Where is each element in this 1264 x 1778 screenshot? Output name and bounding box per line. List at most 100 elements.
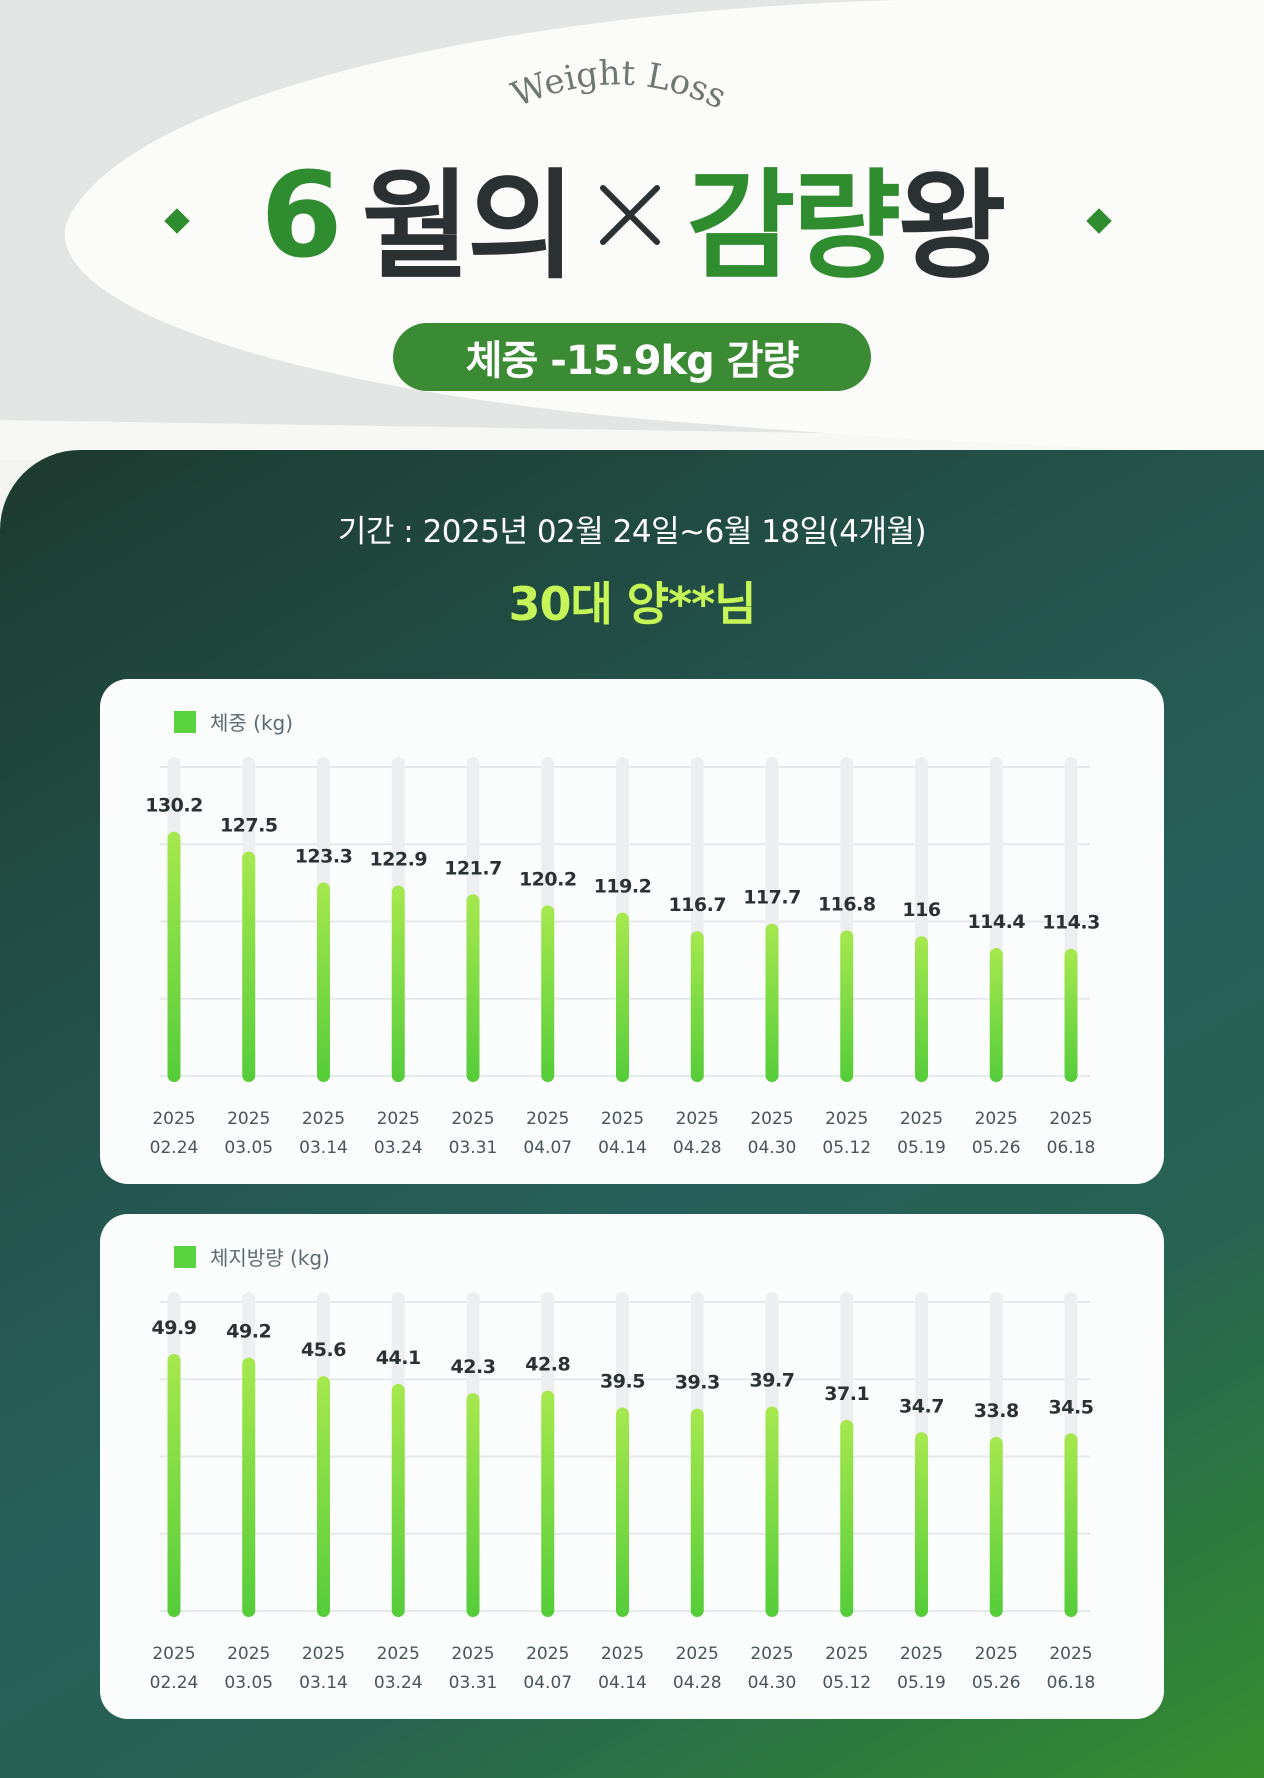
weight-chart-card: 체중 (kg) 130.2 2025 02.24 127.5 2025 03.05 123.… (100, 679, 1164, 1184)
x-tick-year: 2025 (526, 1109, 569, 1129)
x-tick-date: 04.28 (673, 1673, 722, 1693)
x-tick-year: 2025 (750, 1109, 793, 1129)
bar (690, 931, 704, 1082)
x-tick-year: 2025 (451, 1109, 494, 1129)
bar-value-label: 120.2 (519, 868, 577, 890)
bar (915, 936, 928, 1082)
bar (1064, 1433, 1078, 1617)
title-month-suffix: 월의 (361, 156, 576, 295)
x-tick-year: 2025 (302, 1644, 345, 1664)
title-times-icon (595, 180, 665, 250)
bar-value-label: 127.5 (220, 815, 278, 837)
x-tick-date: 05.19 (897, 1673, 946, 1693)
chart-legend: 체중 (kg) (174, 707, 293, 736)
x-tick-year: 2025 (1049, 1644, 1092, 1664)
bar (840, 1419, 854, 1617)
bar (242, 1357, 256, 1617)
bar (840, 930, 854, 1082)
bar-value-label: 121.7 (444, 857, 502, 879)
bar-value-label: 39.5 (600, 1371, 645, 1393)
x-tick-date: 06.18 (1047, 1673, 1096, 1693)
x-tick-date: 04.30 (748, 1673, 797, 1693)
period-text: 기간 : 2025년 02월 24일~6월 18일(4개월) (337, 514, 927, 550)
title-king-a: 감량 (686, 156, 901, 295)
bar-value-label: 116 (902, 899, 940, 921)
x-tick-date: 05.12 (822, 1673, 871, 1693)
bar (690, 1408, 704, 1617)
x-tick-date: 03.05 (224, 1138, 273, 1158)
bar-value-label: 39.3 (675, 1372, 720, 1394)
bar (466, 1393, 480, 1617)
legend-label: 체중 (kg) (210, 711, 294, 735)
bar (317, 1376, 330, 1617)
x-tick-year: 2025 (825, 1644, 868, 1664)
x-tick-year: 2025 (900, 1109, 943, 1129)
x-tick-date: 05.26 (972, 1673, 1021, 1693)
bar-value-label: 49.2 (226, 1321, 271, 1343)
x-tick-year: 2025 (377, 1644, 420, 1664)
body-fat-chart-card: 체지방량 (kg) 49.9 2025 02.24 49.2 2025 03.05 45.6… (100, 1214, 1164, 1719)
bar (317, 882, 330, 1082)
x-tick-date: 06.18 (1047, 1138, 1096, 1158)
title-king-b: 왕 (897, 156, 1007, 295)
x-tick-year: 2025 (227, 1109, 270, 1129)
x-tick-year: 2025 (676, 1644, 719, 1664)
bar-value-label: 122.9 (369, 848, 427, 870)
bar-value-label: 33.8 (974, 1400, 1019, 1422)
x-tick-date: 03.14 (299, 1138, 348, 1158)
result-panel: 기간 : 2025년 02월 24일~6월 18일(4개월) 30대 양**님 … (0, 450, 1264, 1778)
x-tick-date: 02.24 (150, 1673, 199, 1693)
bar-value-label: 117.7 (743, 887, 801, 909)
x-tick-date: 05.19 (897, 1138, 946, 1158)
bar-value-label: 34.5 (1049, 1396, 1094, 1418)
bar-value-label: 44.1 (376, 1347, 421, 1369)
bar (466, 894, 480, 1082)
bar (167, 831, 181, 1082)
bar-value-label: 114.4 (967, 911, 1025, 933)
x-tick-date: 05.12 (822, 1138, 871, 1158)
bar (915, 1432, 928, 1617)
x-tick-year: 2025 (750, 1644, 793, 1664)
x-tick-year: 2025 (601, 1644, 644, 1664)
result-badge: 체중 -15.9kg 감량 (393, 323, 871, 391)
legend-label: 체지방량 (kg) (210, 1246, 330, 1270)
page-title: 6 월의 감량 왕 (0, 140, 1264, 295)
x-tick-date: 03.31 (449, 1138, 498, 1158)
bar-value-label: 49.9 (152, 1317, 197, 1339)
x-tick-date: 05.26 (972, 1138, 1021, 1158)
x-tick-year: 2025 (676, 1109, 719, 1129)
bar-value-label: 119.2 (594, 876, 652, 898)
chart-legend: 체지방량 (kg) (174, 1242, 330, 1271)
x-tick-year: 2025 (1049, 1109, 1092, 1129)
x-tick-year: 2025 (526, 1644, 569, 1664)
title-month: 6 (260, 146, 343, 284)
bar (242, 851, 256, 1082)
bar (765, 1406, 779, 1617)
x-tick-year: 2025 (152, 1109, 195, 1129)
x-tick-date: 03.14 (299, 1673, 348, 1693)
bar-value-label: 45.6 (301, 1339, 346, 1361)
bar (167, 1354, 181, 1617)
bar-value-label: 42.8 (525, 1354, 570, 1376)
bar (541, 905, 555, 1082)
bar (541, 1390, 555, 1617)
x-tick-date: 03.31 (449, 1673, 498, 1693)
bar-value-label: 116.7 (668, 894, 726, 916)
bar-value-label: 116.8 (818, 893, 876, 915)
x-tick-year: 2025 (825, 1109, 868, 1129)
x-tick-year: 2025 (975, 1109, 1018, 1129)
x-tick-year: 2025 (601, 1109, 644, 1129)
bar (1064, 948, 1078, 1082)
x-tick-year: 2025 (227, 1644, 270, 1664)
bar (616, 912, 629, 1082)
bar-value-label: 39.7 (750, 1370, 795, 1392)
x-tick-date: 03.24 (374, 1673, 423, 1693)
x-tick-date: 04.07 (523, 1138, 572, 1158)
x-tick-date: 04.07 (523, 1673, 572, 1693)
bar-value-label: 123.3 (295, 846, 353, 868)
bar (391, 1383, 405, 1617)
x-tick-year: 2025 (152, 1644, 195, 1664)
bar-value-label: 114.3 (1042, 912, 1100, 934)
bar (989, 1436, 1003, 1617)
x-tick-date: 04.28 (673, 1138, 722, 1158)
